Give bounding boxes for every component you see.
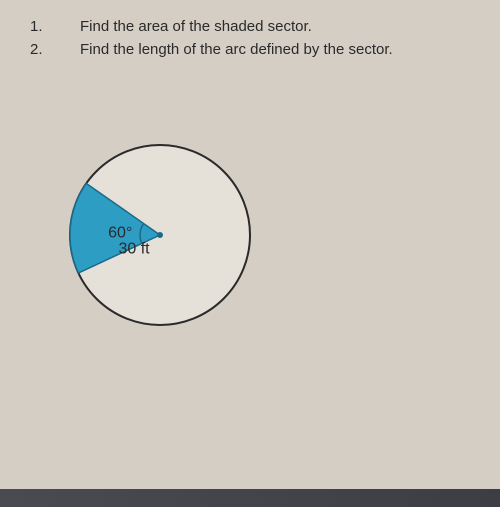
question-row: 1. Find the area of the shaded sector.: [30, 18, 470, 35]
question-number: 2.: [30, 41, 80, 58]
question-text: Find the area of the shaded sector.: [80, 18, 312, 35]
circle-sector-diagram: 60° 30 ft: [55, 130, 275, 350]
radius-label: 30 ft: [118, 240, 150, 257]
center-dot: [157, 232, 163, 238]
bottom-bar: [0, 489, 500, 507]
question-row: 2. Find the length of the arc defined by…: [30, 41, 470, 58]
angle-label: 60°: [108, 225, 132, 242]
question-list: 1. Find the area of the shaded sector. 2…: [30, 18, 470, 58]
diagram-svg: 60° 30 ft: [55, 130, 275, 350]
content-area: 1. Find the area of the shaded sector. 2…: [0, 0, 500, 76]
question-text: Find the length of the arc defined by th…: [80, 41, 393, 58]
question-number: 1.: [30, 18, 80, 35]
